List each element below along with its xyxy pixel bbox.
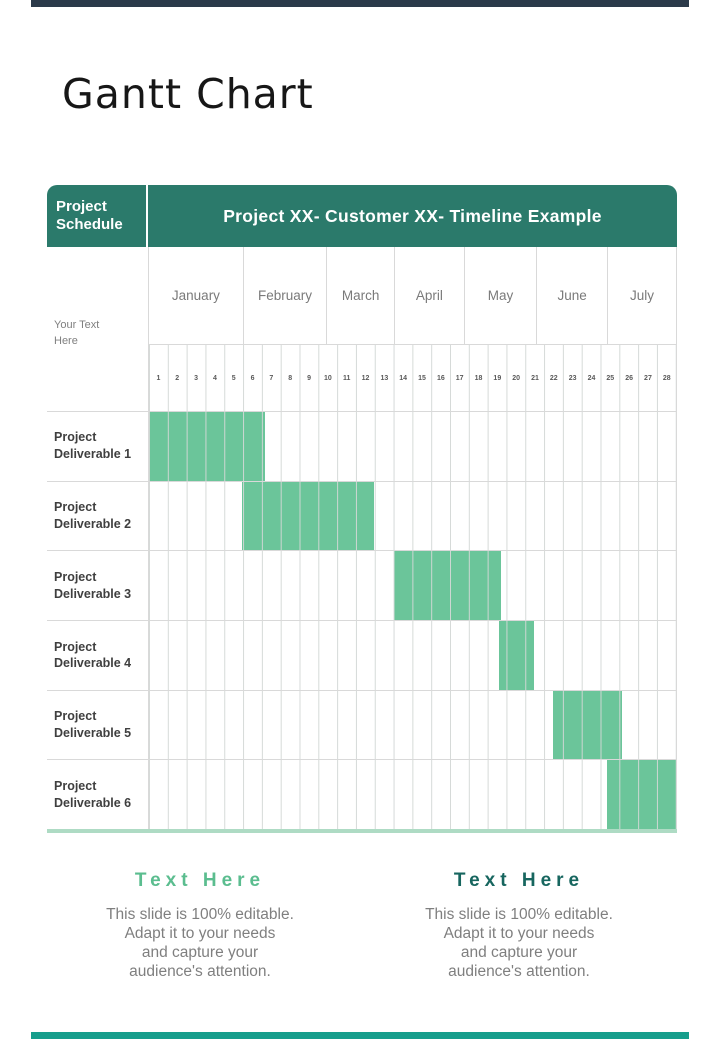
top-accent-bar [31, 0, 689, 7]
gantt-bar [552, 690, 623, 760]
day-label: 14 [399, 374, 408, 382]
schedule-header-cell: Project Schedule [47, 185, 146, 247]
gantt-bar [149, 412, 266, 481]
gantt-row: Project Deliverable 2 [47, 480, 677, 551]
task-label: Project Deliverable 4 [54, 639, 132, 671]
gantt-table: Project Schedule Project XX- Customer XX… [47, 185, 677, 834]
days-row: 1 2 3 4 5 6 7 8 9 10 11 12 13 14 15 16 17 18 19 20 21 22 23 24 2… [149, 344, 676, 411]
day-label: 3 [194, 374, 199, 382]
task-row-chart-area [148, 621, 677, 690]
day-label: 4 [212, 374, 217, 382]
day-label: 17 [455, 374, 464, 382]
day-label: 12 [361, 374, 370, 382]
month-label: March [327, 247, 396, 344]
footer-text-block: Text Here This slide is 100% editable. Ad… [399, 870, 639, 981]
footer-heading: Text Here [453, 870, 585, 891]
task-label: Project Deliverable 1 [54, 430, 132, 462]
gantt-bar [607, 760, 676, 830]
task-label: Project Deliverable 3 [54, 569, 132, 601]
footer-heading: Text Here [134, 870, 266, 891]
schedule-header-label: Project Schedule [56, 198, 123, 233]
task-label: Project Deliverable 2 [54, 500, 132, 532]
side-label-cell: Your Text Here [47, 247, 148, 411]
calendar-header: Your Text Here January February March April… [47, 247, 677, 411]
day-label: 5 [231, 374, 236, 382]
footer-body-text: This slide is 100% editable. Adapt it to… [106, 906, 294, 981]
task-label: Project Deliverable 6 [54, 778, 132, 810]
day-label: 19 [493, 374, 502, 382]
timeline-title: Project XX- Customer XX- Timeline Exampl… [223, 205, 602, 226]
task-row-chart-area [148, 551, 677, 621]
gantt-row: Project Deliverable 4 [47, 620, 677, 690]
day-label: 6 [250, 374, 255, 382]
month-label: July [629, 288, 654, 303]
day-label: 15 [418, 374, 426, 382]
task-row-chart-area [148, 412, 677, 481]
day-label: 16 [436, 374, 445, 382]
day-label: 22 [549, 374, 558, 382]
footer-body-text: This slide is 100% editable. Adapt it to… [425, 906, 613, 981]
gantt-row: Project Deliverable 3 [47, 550, 677, 621]
table-underline [47, 829, 677, 834]
gantt-header: Project Schedule Project XX- Customer XX… [47, 185, 677, 247]
day-label: 24 [587, 374, 596, 382]
day-label: 8 [288, 374, 293, 382]
day-label: 11 [342, 374, 351, 382]
gantt-bar [499, 621, 535, 690]
day-label: 1 [156, 374, 161, 382]
day-label: 26 [625, 374, 634, 382]
gantt-row: Project Deliverable 6 [47, 759, 677, 830]
day-label: 20 [512, 374, 521, 382]
day-label: 13 [380, 374, 389, 382]
footer-text-block: Text Here This slide is 100% editable. Ad… [80, 870, 320, 981]
month-label: May [465, 247, 538, 344]
day-label: 18 [474, 374, 483, 382]
day-label: 21 [531, 374, 539, 382]
task-row-chart-area [148, 481, 677, 551]
task-row-chart-area [148, 760, 677, 830]
day-label: 25 [606, 374, 615, 382]
gantt-row: Project Deliverable 5 [47, 689, 677, 760]
bottom-accent-bar [31, 1032, 689, 1039]
day-label: 28 [662, 374, 671, 382]
day-label: 7 [269, 374, 274, 382]
gantt-row: Project Deliverable 1 [47, 411, 677, 481]
task-row-chart-area [148, 690, 677, 760]
your-text-here-label: Your Text Here [54, 319, 100, 347]
month-label: June [537, 247, 608, 344]
page-title: Gantt Chart [62, 70, 314, 118]
day-label: 27 [644, 374, 652, 382]
gantt-bar [241, 481, 374, 551]
day-label: 9 [307, 374, 311, 382]
month-label: April [395, 247, 465, 344]
gantt-bar [394, 551, 501, 621]
day-label: 23 [568, 374, 577, 382]
header-separator [146, 185, 148, 247]
month-label: January [149, 247, 244, 344]
months-row: January February March April May June July [149, 247, 676, 344]
day-label: 10 [323, 374, 332, 382]
footer: Text Here This slide is 100% editable. Ad… [0, 870, 720, 981]
month-label: February [244, 247, 328, 344]
day-label: 2 [175, 374, 180, 382]
task-rows: Project Deliverable 1 Project Deliverable… [47, 411, 677, 830]
task-label: Project Deliverable 5 [54, 709, 132, 741]
